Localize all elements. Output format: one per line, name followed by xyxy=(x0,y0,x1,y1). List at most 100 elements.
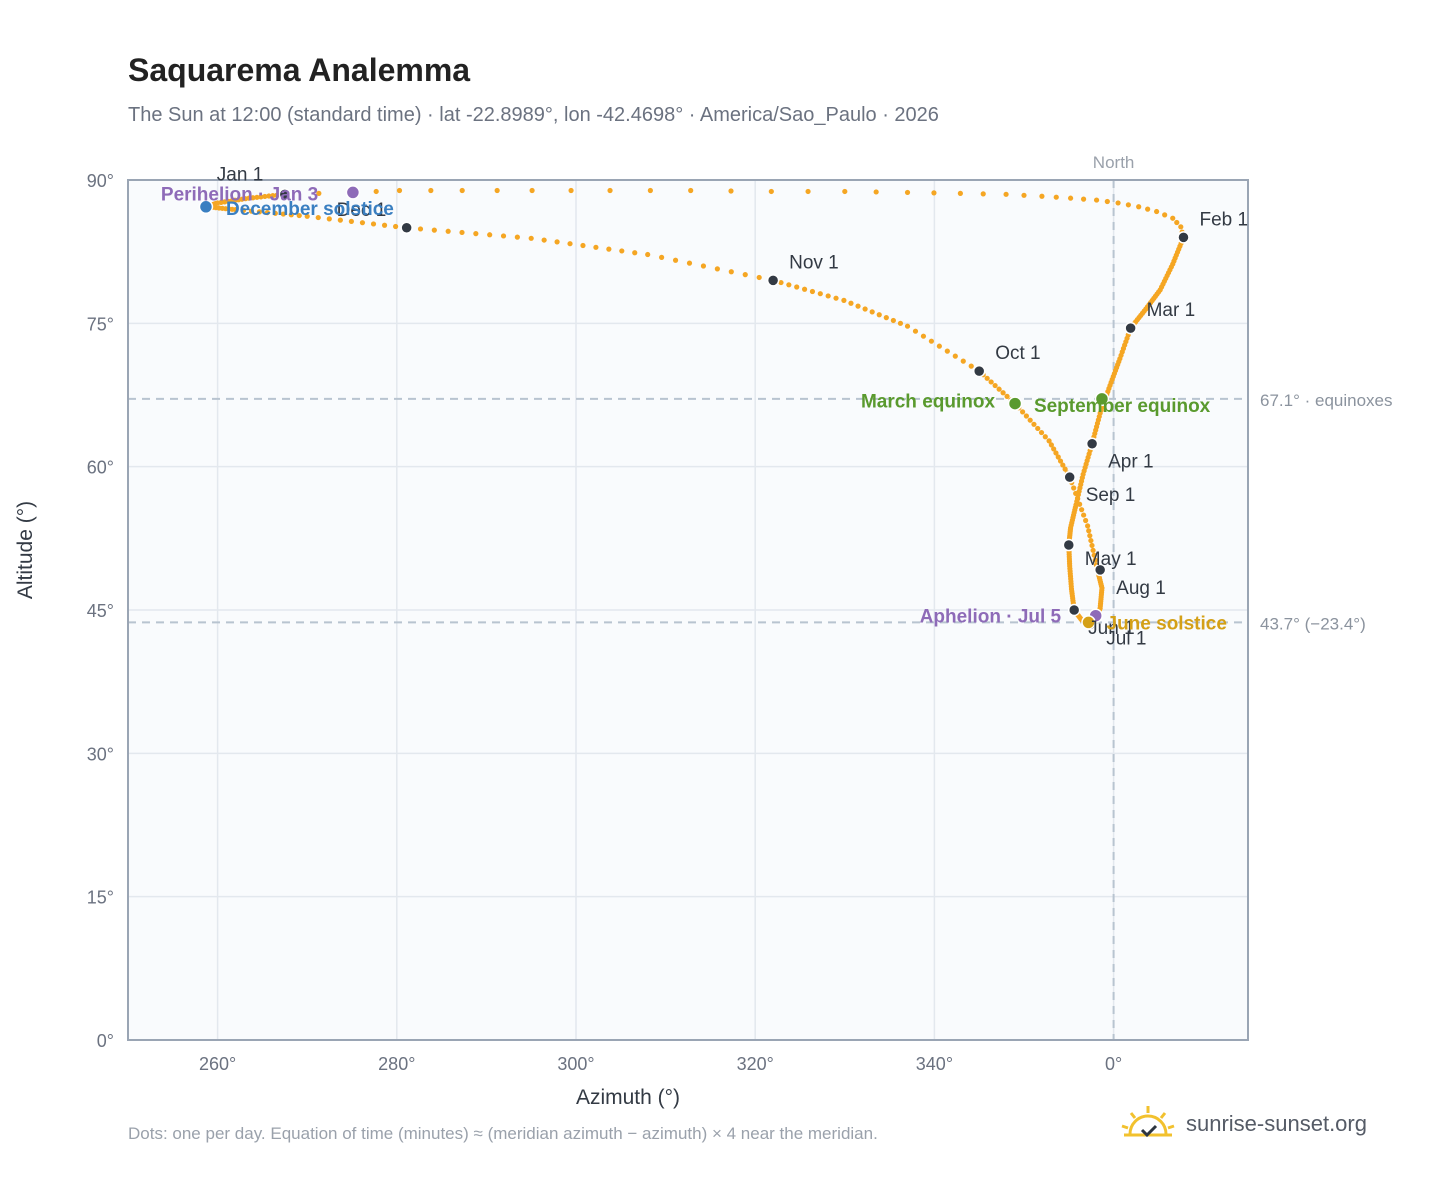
daily-sun-dot xyxy=(529,187,535,194)
daily-sun-dot xyxy=(869,309,875,315)
daily-sun-dot xyxy=(266,193,272,199)
daily-sun-dot xyxy=(1067,195,1074,201)
daily-sun-dot xyxy=(659,254,665,260)
daily-sun-dot xyxy=(459,229,465,236)
month-marker xyxy=(1063,470,1076,484)
daily-sun-dot xyxy=(1073,490,1079,497)
month-marker xyxy=(1124,321,1137,335)
reference-lines xyxy=(128,180,1248,1040)
month-label: Jul 1 xyxy=(1106,628,1146,649)
daily-sun-dot xyxy=(248,208,255,214)
daily-sun-dot xyxy=(1023,413,1029,419)
month-label: Dec 1 xyxy=(337,200,387,221)
daily-sun-dot xyxy=(1053,450,1059,456)
y-tick-label: 15° xyxy=(87,888,114,908)
daily-sun-dot xyxy=(262,193,268,200)
daily-sun-dot xyxy=(567,241,573,247)
month-label: Mar 1 xyxy=(1147,300,1196,321)
daily-sun-dot xyxy=(936,343,942,349)
daily-sun-dot xyxy=(316,190,322,196)
daily-sun-dot xyxy=(1060,462,1066,468)
event-label: June solstice xyxy=(1107,613,1227,634)
daily-sun-dot xyxy=(1145,206,1151,212)
daily-sun-dot xyxy=(246,195,252,201)
daily-sun-dot xyxy=(728,269,734,275)
daily-sun-dot xyxy=(396,187,403,194)
daily-sun-dot xyxy=(742,272,748,278)
event-marker xyxy=(1081,615,1096,630)
daily-sun-dot xyxy=(607,187,613,194)
reference-line-label: 67.1° · equinoxes xyxy=(1260,391,1393,410)
daily-sun-dot xyxy=(1090,547,1096,553)
daily-sun-dot xyxy=(768,188,774,195)
daily-sun-dot xyxy=(304,213,310,219)
month-label: Nov 1 xyxy=(789,252,839,273)
daily-sun-dot xyxy=(296,212,302,219)
daily-sun-dot xyxy=(359,220,366,226)
daily-sun-dot xyxy=(428,187,434,194)
x-axis-title: Azimuth (°) xyxy=(576,1086,680,1109)
daily-sun-dot xyxy=(848,300,854,306)
daily-sun-dot xyxy=(890,317,896,324)
daily-sun-dot xyxy=(1048,442,1054,448)
daily-sun-dot xyxy=(1083,517,1089,524)
daily-sun-dot xyxy=(688,187,694,194)
daily-sun-dot xyxy=(554,239,560,245)
daily-sun-dot xyxy=(1154,208,1160,215)
daily-sun-dot xyxy=(417,226,424,232)
month-marker xyxy=(1093,563,1107,577)
daily-sun-dot xyxy=(370,221,377,227)
daily-sun-dot xyxy=(1077,501,1083,507)
month-marker xyxy=(972,364,986,378)
daily-sun-dot xyxy=(1091,552,1097,558)
daily-sun-dot xyxy=(1087,533,1093,539)
daily-sun-dot xyxy=(541,237,547,243)
sun-check-logo-icon xyxy=(1121,1106,1175,1138)
daily-sun-dot xyxy=(288,212,294,218)
daily-sun-dot xyxy=(700,263,707,269)
daily-sun-dot xyxy=(912,328,919,334)
daily-sun-dot xyxy=(897,320,904,326)
daily-sun-dot xyxy=(842,188,848,195)
daily-sun-dot xyxy=(873,189,879,195)
grid-layer xyxy=(128,179,1248,1041)
daily-sun-dot xyxy=(619,248,625,254)
daily-sun-dot xyxy=(381,222,388,228)
x-tick-label: 280° xyxy=(378,1054,415,1074)
marker-layer xyxy=(198,185,1190,631)
daily-sun-dot xyxy=(1162,212,1168,218)
reference-line-label: 43.7° (−23.4°) xyxy=(1260,614,1366,633)
plot-frame xyxy=(127,179,1249,1041)
month-label: Aug 1 xyxy=(1116,578,1166,599)
daily-sun-dot xyxy=(647,187,653,194)
month-marker xyxy=(400,221,413,235)
daily-sun-dot xyxy=(1092,557,1098,563)
daily-sun-dot xyxy=(1055,454,1061,460)
daily-sun-dot xyxy=(258,194,264,200)
brand-name: sunrise-sunset.org xyxy=(1186,1111,1367,1136)
daily-sun-dot xyxy=(274,192,280,198)
month-label: Sep 1 xyxy=(1086,485,1136,506)
daily-sun-dot xyxy=(1086,528,1092,534)
x-tick-label: 300° xyxy=(557,1054,594,1074)
daily-sun-dot xyxy=(1051,446,1057,452)
daily-sun-dot xyxy=(1053,194,1059,200)
daily-sun-dot xyxy=(1042,434,1048,440)
y-tick-label: 75° xyxy=(87,314,114,334)
daily-sun-dot xyxy=(672,257,679,263)
daily-sun-dot xyxy=(593,244,599,250)
daily-sun-dot xyxy=(280,211,286,217)
daily-sun-dot xyxy=(1057,458,1064,464)
brand[interactable]: sunrise-sunset.org xyxy=(1120,1100,1367,1148)
daily-sun-dot xyxy=(714,266,720,272)
daily-sun-dot xyxy=(256,209,263,215)
month-label: Apr 1 xyxy=(1108,452,1153,473)
north-label: North xyxy=(1093,153,1135,172)
daily-sun-dot xyxy=(1039,193,1045,199)
daily-sun-dot xyxy=(326,216,332,222)
daily-sun-dot xyxy=(1115,200,1121,206)
daily-sun-dot xyxy=(373,188,379,195)
daily-sun-dot xyxy=(337,217,343,223)
daily-sun-dot xyxy=(264,209,270,216)
daily-sun-dot xyxy=(794,284,800,290)
